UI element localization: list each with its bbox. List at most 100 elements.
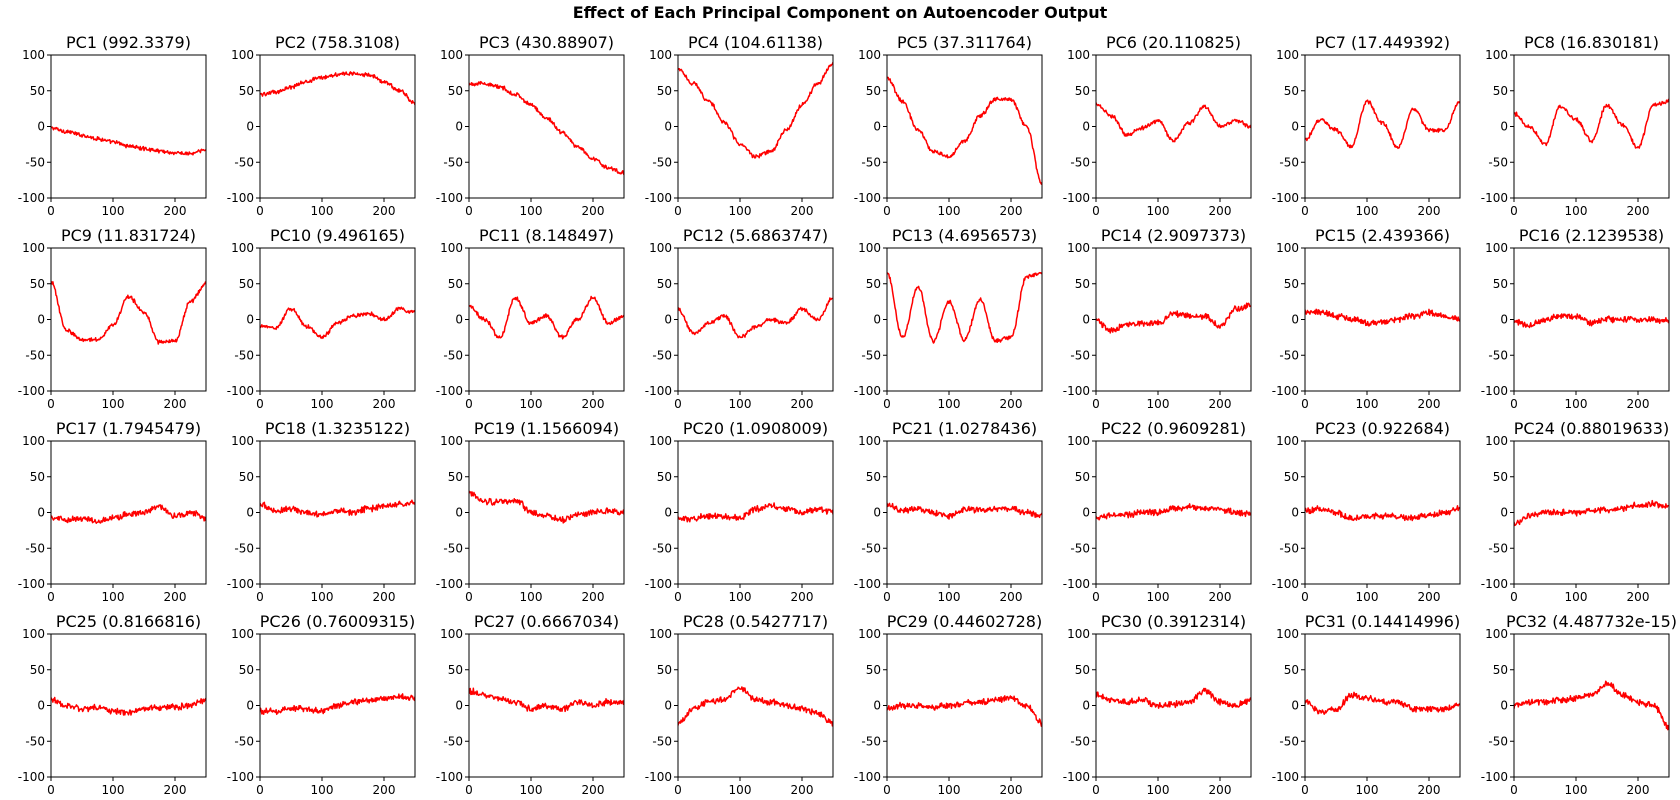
- y-tick-label: 100: [649, 241, 672, 255]
- axes-frame: [1095, 247, 1252, 392]
- y-tick-label: 100: [231, 434, 254, 448]
- y-tick-label: -100: [1481, 191, 1508, 205]
- axes-frame: [886, 54, 1043, 199]
- x-tick-label: 0: [1092, 590, 1100, 604]
- x-tick-label: 200: [373, 204, 396, 218]
- y-tick-label: -50: [25, 734, 45, 748]
- axes-frame: [677, 247, 834, 392]
- y-tick-label: 0: [1500, 313, 1508, 327]
- y-tick-label: 50: [30, 470, 45, 484]
- subplot-title: PC1 (992.3379): [66, 33, 191, 52]
- x-tick-label: 0: [1301, 397, 1309, 411]
- y-tick-label: 100: [1276, 241, 1299, 255]
- x-tick-label: 100: [311, 783, 334, 797]
- y-tick-label: 50: [1493, 84, 1508, 98]
- x-tick-label: 200: [791, 204, 814, 218]
- y-tick-label: 100: [1067, 627, 1090, 641]
- y-tick-label: -100: [227, 191, 254, 205]
- x-tick-label: 100: [520, 590, 543, 604]
- y-tick-label: -50: [1488, 734, 1508, 748]
- subplot-10: PC10 (9.496165) -100 -50 0 50 100 0 100 200: [227, 226, 416, 411]
- subplot-title: PC20 (1.0908009): [683, 419, 828, 438]
- x-tick-label: 0: [256, 783, 264, 797]
- y-tick-label: 100: [22, 48, 45, 62]
- series-line: [678, 61, 833, 159]
- series-line: [887, 502, 1042, 520]
- axes-frame: [677, 440, 834, 585]
- x-tick-label: 200: [164, 783, 187, 797]
- y-tick-label: 50: [30, 663, 45, 677]
- y-tick-label: 50: [30, 277, 45, 291]
- x-tick-label: 200: [1418, 590, 1441, 604]
- x-tick-label: 0: [674, 204, 682, 218]
- x-tick-label: 200: [1000, 590, 1023, 604]
- y-tick-label: -50: [1488, 155, 1508, 169]
- subplot-8: PC8 (16.830181) -100 -50 0 50 100 0 100 200: [1481, 33, 1670, 218]
- x-tick-label: 100: [1565, 397, 1588, 411]
- series-line: [260, 71, 415, 106]
- y-tick-label: 0: [455, 699, 463, 713]
- y-tick-label: -100: [436, 191, 463, 205]
- y-tick-label: 0: [1500, 506, 1508, 520]
- x-tick-label: 200: [164, 397, 187, 411]
- x-tick-label: 200: [164, 204, 187, 218]
- axes-frame: [1095, 633, 1252, 778]
- y-tick-label: -100: [854, 770, 881, 784]
- x-tick-label: 0: [465, 783, 473, 797]
- axes-frame: [677, 54, 834, 199]
- axes-frame: [1513, 440, 1670, 585]
- y-tick-label: -100: [645, 384, 672, 398]
- series-line: [469, 80, 624, 176]
- y-tick-label: 0: [1291, 313, 1299, 327]
- y-tick-label: -50: [1488, 541, 1508, 555]
- x-tick-label: 0: [256, 204, 264, 218]
- x-tick-label: 100: [1565, 783, 1588, 797]
- y-tick-label: 50: [1284, 470, 1299, 484]
- x-tick-label: 200: [582, 590, 605, 604]
- y-tick-label: 100: [649, 48, 672, 62]
- subplot-3: PC3 (430.88907) -100 -50 0 50 100 0 100 200: [436, 33, 625, 218]
- y-tick-label: -100: [1272, 191, 1299, 205]
- subplot-22: PC22 (0.9609281) -100 -50 0 50 100 0 100 200: [1063, 419, 1252, 604]
- series-line: [1305, 691, 1460, 715]
- series-line: [469, 490, 624, 524]
- y-tick-label: -100: [18, 384, 45, 398]
- series-line: [1096, 503, 1251, 521]
- y-tick-label: 100: [858, 627, 881, 641]
- y-tick-label: -50: [861, 734, 881, 748]
- y-tick-label: 50: [866, 663, 881, 677]
- x-tick-label: 0: [674, 397, 682, 411]
- x-tick-label: 200: [791, 783, 814, 797]
- x-tick-label: 100: [938, 397, 961, 411]
- series-line: [1305, 99, 1460, 150]
- subplot-title: PC26 (0.76009315): [260, 612, 415, 631]
- subplot-26: PC26 (0.76009315) -100 -50 0 50 100 0 100 200: [227, 612, 416, 797]
- x-tick-label: 100: [311, 397, 334, 411]
- subplot-16: PC16 (2.1239538) -100 -50 0 50 100 0 100 200: [1481, 226, 1670, 411]
- x-tick-label: 200: [1418, 204, 1441, 218]
- y-tick-label: 50: [1075, 84, 1090, 98]
- x-tick-label: 200: [791, 397, 814, 411]
- y-tick-label: 50: [657, 470, 672, 484]
- y-tick-label: 50: [1284, 84, 1299, 98]
- x-tick-label: 100: [938, 590, 961, 604]
- axes-frame: [677, 633, 834, 778]
- y-tick-label: 100: [1276, 48, 1299, 62]
- x-tick-label: 0: [47, 397, 55, 411]
- series-line: [1096, 302, 1251, 334]
- y-tick-label: 0: [1082, 506, 1090, 520]
- y-tick-label: 100: [1485, 241, 1508, 255]
- x-tick-label: 100: [729, 783, 752, 797]
- y-tick-label: -50: [443, 734, 463, 748]
- subplot-11: PC11 (8.148497) -100 -50 0 50 100 0 100 200: [436, 226, 625, 411]
- subplot-13: PC13 (4.6956573) -100 -50 0 50 100 0 100 200: [854, 226, 1043, 411]
- axes-frame: [1304, 247, 1461, 392]
- y-tick-label: 100: [649, 627, 672, 641]
- axes-frame: [50, 440, 207, 585]
- y-tick-label: -50: [652, 155, 672, 169]
- x-tick-label: 200: [164, 590, 187, 604]
- x-tick-label: 100: [729, 590, 752, 604]
- y-tick-label: 0: [1082, 120, 1090, 134]
- subplot-5: PC5 (37.311764) -100 -50 0 50 100 0 100 200: [854, 33, 1043, 218]
